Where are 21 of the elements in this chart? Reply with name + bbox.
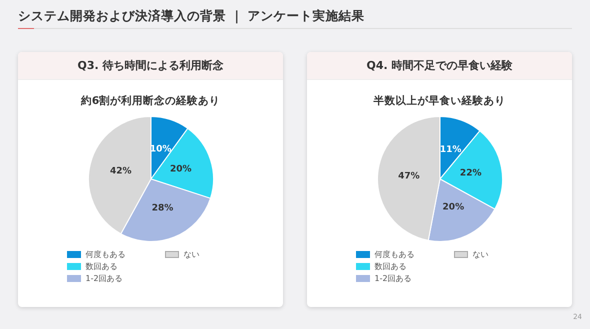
legend-label: 数回ある	[374, 260, 406, 272]
text: システム開発および決済導入の背景 ｜ アンケート実施結果	[18, 8, 365, 25]
data-label: 47%	[398, 171, 420, 182]
data-label: 11%	[439, 144, 461, 155]
chart-subtitle: 半数以上が早食い経験あり	[372, 94, 506, 108]
legend-label: ない	[472, 248, 488, 260]
legend-label: 数回ある	[86, 260, 118, 272]
chart-title: Q4. 時間不足での早食い経験	[307, 52, 572, 80]
data-label: 28%	[151, 203, 173, 214]
chart-title: Q3. 待ち時間による利用断念	[18, 52, 283, 80]
legend-label: 何度もある	[374, 248, 414, 260]
legend-label: 1-2回ある	[374, 272, 412, 284]
data-label: 22%	[459, 168, 481, 178]
legend-label: ない	[184, 248, 200, 260]
data-label: 20%	[442, 202, 464, 213]
legend-label: 1-2回ある	[86, 272, 123, 284]
data-label: 42%	[109, 166, 132, 177]
chart-subtitle: 約6割が利用断念の経験あり	[80, 94, 222, 108]
data-label: 20%	[169, 164, 191, 175]
data-label: 10%	[149, 144, 171, 155]
legend-label: 何度もある	[86, 248, 126, 260]
